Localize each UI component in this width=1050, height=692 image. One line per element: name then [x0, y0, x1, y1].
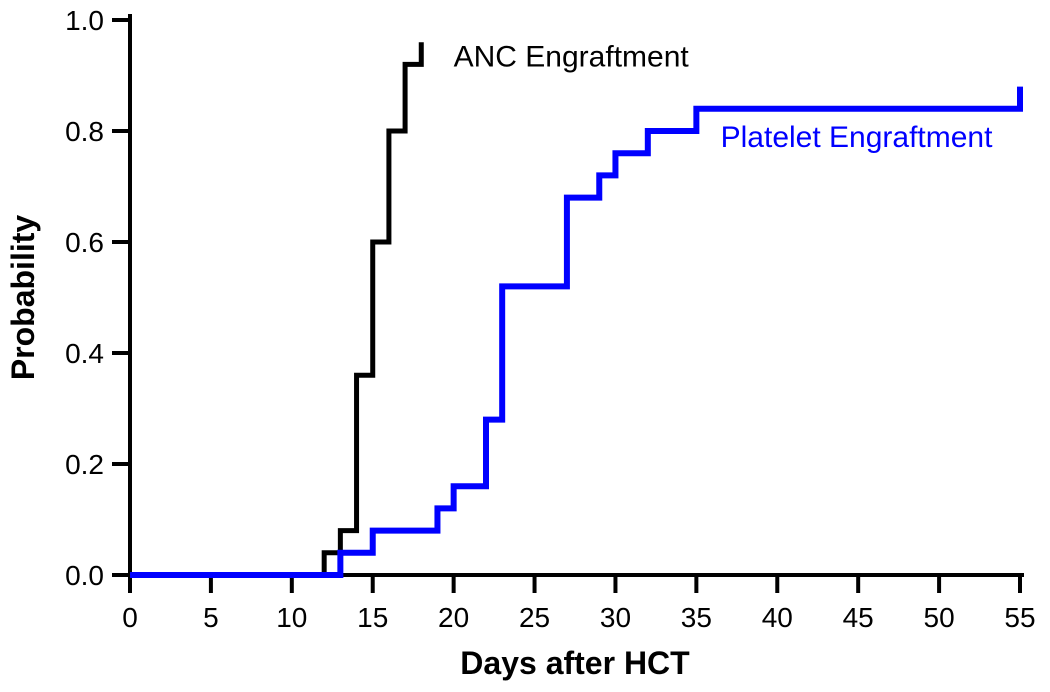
- x-tick-label: 45: [843, 602, 874, 633]
- x-tick-label: 0: [122, 602, 138, 633]
- y-tick-label: 0.2: [65, 449, 104, 480]
- x-tick-label: 20: [438, 602, 469, 633]
- x-axis-title: Days after HCT: [460, 645, 690, 681]
- series-label-0: ANC Engraftment: [454, 41, 690, 74]
- chart-svg: 0 5 10 15 20 25 30 35 40 45 50 55 0.0 0.2 0.4 0.6 0.8 1.0…: [0, 0, 1050, 692]
- x-tick-label: 40: [762, 602, 793, 633]
- y-tick-label: 1.0: [65, 5, 104, 36]
- y-tick-label: 0.8: [65, 116, 104, 147]
- x-tick-label: 5: [203, 602, 219, 633]
- x-tick-label: 50: [924, 602, 955, 633]
- x-tick-label: 10: [276, 602, 307, 633]
- x-tick-label: 15: [357, 602, 388, 633]
- y-axis-title: Probability: [5, 215, 41, 381]
- y-tick-label: 0.6: [65, 227, 104, 258]
- engraftment-chart: 0 5 10 15 20 25 30 35 40 45 50 55 0.0 0.2 0.4 0.6 0.8 1.0…: [0, 0, 1050, 692]
- x-tick-label: 55: [1004, 602, 1035, 633]
- x-tick-label: 25: [519, 602, 550, 633]
- y-tick-label: 0.0: [65, 560, 104, 591]
- x-tick-label: 35: [681, 602, 712, 633]
- x-tick-label: 30: [600, 602, 631, 633]
- y-tick-label: 0.4: [65, 338, 104, 369]
- chart-bg: [0, 0, 1050, 692]
- series-label-1: Platelet Engraftment: [721, 121, 993, 154]
